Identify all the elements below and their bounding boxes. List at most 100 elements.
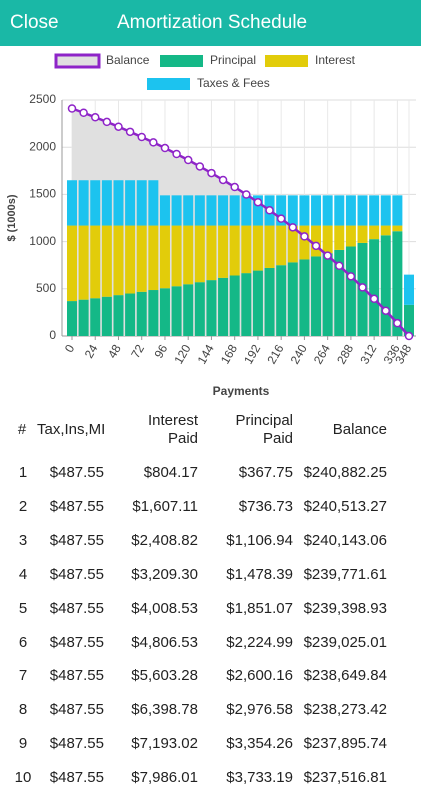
bar-segment — [276, 225, 287, 266]
x-tick-label: 120 — [171, 342, 193, 367]
row-number: 5 — [18, 599, 28, 617]
bar-segment — [148, 225, 159, 291]
bar-segment — [404, 304, 414, 336]
table-cell: $237,516.81 — [303, 769, 387, 787]
table-cell: $804.17 — [143, 464, 198, 481]
bar-segment — [322, 253, 333, 336]
bar-segment — [90, 180, 101, 226]
x-tick-label: 168 — [218, 342, 240, 367]
balance-point — [346, 272, 356, 281]
x-tick-label: 288 — [334, 342, 356, 367]
bar-segment — [264, 225, 275, 268]
balance-point — [183, 155, 193, 165]
balance-point — [195, 162, 205, 171]
table-cell: $4,806.53 — [131, 633, 198, 651]
bar-segment — [357, 225, 368, 243]
bar-segment — [171, 195, 182, 226]
y-tick-label: 1000 — [29, 234, 56, 248]
bar-segment — [322, 195, 333, 226]
bar-segment — [183, 284, 194, 336]
y-axis-label: $ (1000s) — [6, 194, 18, 241]
table-cell: $7,986.01 — [131, 769, 198, 787]
bar-segment — [264, 267, 275, 336]
bar-segment — [78, 180, 89, 226]
row-number: 2 — [18, 497, 28, 515]
table-cell: $3,354.26 — [226, 735, 293, 753]
legend-label: Balance — [106, 53, 150, 67]
bar-segment — [171, 225, 182, 287]
bar-segment — [171, 286, 182, 336]
bar-segment — [380, 235, 391, 336]
table-cell: $4,008.53 — [131, 599, 198, 617]
table-cell: $5,603.28 — [131, 667, 198, 685]
bar-segment — [148, 290, 159, 336]
balance-point — [149, 138, 158, 147]
y-tick-label: 2000 — [29, 139, 56, 153]
bar-segment — [334, 225, 345, 250]
balance-point — [172, 149, 181, 159]
balance-point — [67, 104, 77, 113]
bar-segment — [101, 180, 112, 226]
bar-segment — [113, 225, 124, 296]
table-cell: $736.73 — [238, 497, 293, 515]
table-cell: $2,600.16 — [226, 667, 293, 685]
balance-point — [102, 117, 112, 127]
x-tick-label: 72 — [128, 342, 147, 361]
chart: Balance Principal Interest Taxes & Fees 0 500… — [6, 53, 416, 398]
bar-segment — [334, 249, 345, 336]
x-tick-label: 144 — [195, 342, 217, 367]
bar-segment — [252, 225, 263, 271]
table-cell: $2,408.82 — [131, 531, 198, 549]
y-tick-label: 1500 — [29, 187, 56, 201]
column-header: # — [17, 421, 27, 438]
bar-segment — [78, 225, 89, 300]
bar-segment — [322, 225, 333, 254]
table-cell: $240,143.06 — [303, 531, 387, 549]
close-button[interactable]: Close — [10, 12, 59, 33]
bar-segment — [345, 246, 356, 336]
x-tick-label: 0 — [62, 342, 78, 355]
column-header: Principal Paid — [235, 412, 293, 447]
balance-point — [253, 197, 263, 207]
bar-segment — [252, 195, 263, 226]
bar-segment — [194, 282, 205, 336]
bar-segment — [125, 293, 136, 336]
table-cell: $2,224.99 — [226, 633, 293, 651]
bar-segment — [334, 195, 345, 226]
bar-segment — [67, 180, 77, 226]
y-tick-label: 2500 — [29, 92, 56, 106]
bar-segment — [159, 288, 170, 336]
balance-point — [381, 306, 391, 315]
bar-segment — [159, 195, 170, 226]
bar-segment — [90, 225, 101, 299]
balance-point — [358, 283, 367, 292]
balance-point — [207, 168, 216, 178]
table-cell: $1,478.39 — [226, 565, 293, 583]
bar-segment — [90, 298, 101, 336]
bar-segment — [392, 225, 403, 232]
bar-segment — [392, 195, 403, 226]
bar-segment — [369, 225, 380, 240]
table-cell: $239,771.61 — [303, 565, 387, 583]
row-number: 7 — [18, 667, 28, 685]
column-header: Tax,Ins,MI — [37, 421, 106, 438]
bar-segment — [229, 195, 240, 226]
table-cell: $3,733.19 — [226, 769, 293, 787]
bar-segment — [218, 195, 229, 226]
bar-segment — [299, 259, 310, 336]
table-cell: $239,025.01 — [303, 633, 387, 651]
table-cell: $240,513.27 — [303, 497, 387, 515]
balance-point — [288, 223, 298, 232]
row-number: 4 — [18, 565, 28, 583]
bar-segment — [136, 225, 147, 292]
column-header: Balance — [332, 421, 387, 438]
bar-segment — [380, 225, 391, 236]
screen-title: Amortization Schedule — [117, 12, 308, 33]
bar-segment — [241, 225, 252, 274]
bar-segment — [287, 262, 298, 336]
table-cell: $238,649.84 — [303, 667, 387, 685]
legend-label: Taxes & Fees — [197, 76, 270, 90]
x-tick-label: 192 — [241, 342, 263, 367]
balance-point — [404, 331, 414, 341]
bar-segment — [125, 225, 136, 294]
